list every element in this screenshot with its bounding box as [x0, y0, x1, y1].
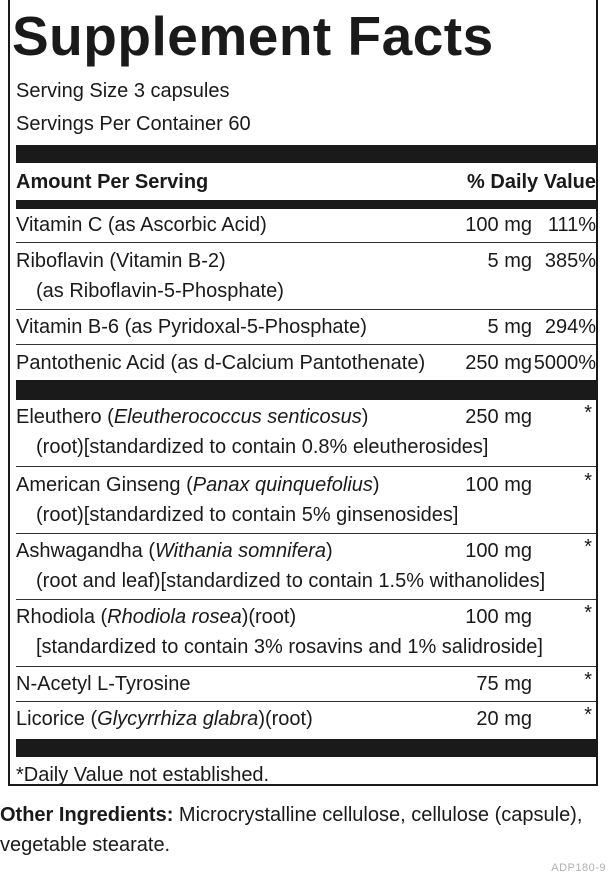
nutrient-name: Vitamin B-6 (as Pyridoxal-5-Phosphate)	[16, 316, 367, 338]
ingredient-name-cont: (root and leaf)[standardized to contain …	[36, 570, 546, 592]
ingredient-name: N-Acetyl L-Tyrosine	[16, 673, 191, 695]
ingredient-amount: 20 mg	[476, 708, 532, 730]
nutrient-name: Pantothenic Acid (as d-Calcium Pantothen…	[16, 352, 426, 374]
daily-value-not-established: *	[584, 402, 592, 424]
servings-per-container: Servings Per Container 60	[16, 113, 251, 135]
ingredient-amount: 100 mg	[465, 606, 532, 628]
other-ingredients-label: Other Ingredients:	[0, 804, 174, 826]
daily-value-not-established: *	[584, 669, 592, 691]
ingredient-name-cont: (root)[standardized to contain 5% ginsen…	[36, 504, 459, 526]
amount-per-serving-label: Amount Per Serving	[16, 171, 209, 193]
daily-value-footnote: *Daily Value not established.	[16, 764, 270, 786]
row-divider	[16, 533, 596, 534]
serving-size: Serving Size 3 capsules	[16, 80, 230, 102]
daily-value-not-established: *	[584, 602, 592, 624]
nutrient-amount: 5 mg	[487, 316, 532, 338]
ingredient-amount: 100 mg	[465, 474, 532, 496]
nutrient-amount: 100 mg	[465, 214, 532, 236]
latin-name: Panax quinquefolius	[192, 474, 373, 496]
nutrient-daily-value: 5000%	[533, 352, 596, 374]
other-ingredients: Other Ingredients: Microcrystalline cell…	[0, 800, 600, 860]
nutrient-amount: 250 mg	[465, 352, 532, 374]
row-divider	[16, 599, 596, 600]
product-code: ADP180-9	[551, 862, 606, 874]
row-divider	[16, 344, 596, 345]
nutrient-name: Riboflavin (Vitamin B-2)	[16, 250, 226, 272]
column-header: Amount Per Serving % Daily Value	[16, 167, 596, 197]
nutrient-daily-value: 111%	[547, 214, 596, 236]
other-ingredients-text: Microcrystalline cellulose, cellulose (c…	[0, 804, 583, 856]
thick-divider	[16, 380, 596, 400]
daily-value-label: % Daily Value	[467, 171, 596, 193]
nutrient-amount: 5 mg	[487, 250, 532, 272]
nutrient-name: Vitamin C (as Ascorbic Acid)	[16, 214, 267, 236]
ingredient-amount: 250 mg	[465, 406, 532, 428]
supplement-facts-panel	[8, 0, 598, 786]
row-divider	[16, 666, 596, 667]
row-divider	[16, 309, 596, 310]
ingredient-name: Eleuthero (Eleutherococcus senticosus)	[16, 406, 369, 428]
daily-value-not-established: *	[584, 704, 592, 726]
ingredient-name: American Ginseng (Panax quinquefolius)	[16, 474, 380, 496]
nutrient-daily-value: 294%	[544, 316, 596, 338]
row-divider	[16, 466, 596, 467]
daily-value-not-established: *	[584, 470, 592, 492]
ingredient-name-cont: [standardized to contain 3% rosavins and…	[36, 636, 543, 658]
ingredient-name: Ashwagandha (Withania somnifera)	[16, 540, 333, 562]
thick-divider	[16, 739, 596, 757]
row-divider	[16, 701, 596, 702]
ingredient-name: Licorice (Glycyrrhiza glabra)(root)	[16, 708, 313, 730]
medium-divider	[16, 200, 596, 209]
daily-value-not-established: *	[584, 536, 592, 558]
nutrient-daily-value: 385%	[544, 250, 596, 272]
ingredient-amount: 100 mg	[465, 540, 532, 562]
latin-name: Glycyrrhiza glabra	[97, 708, 259, 730]
latin-name: Withania somnifera	[154, 540, 326, 562]
ingredient-amount: 75 mg	[476, 673, 532, 695]
ingredient-name: Rhodiola (Rhodiola rosea)(root)	[16, 606, 297, 628]
row-divider	[16, 242, 596, 243]
panel-title: Supplement Facts	[12, 5, 494, 67]
latin-name: Eleutherococcus senticosus	[113, 406, 362, 428]
thick-divider	[16, 145, 596, 163]
latin-name: Rhodiola rosea	[107, 606, 242, 628]
ingredient-name-cont: (root)[standardized to contain 0.8% eleu…	[36, 436, 489, 458]
nutrient-name-cont: (as Riboflavin-5-Phosphate)	[36, 280, 284, 302]
